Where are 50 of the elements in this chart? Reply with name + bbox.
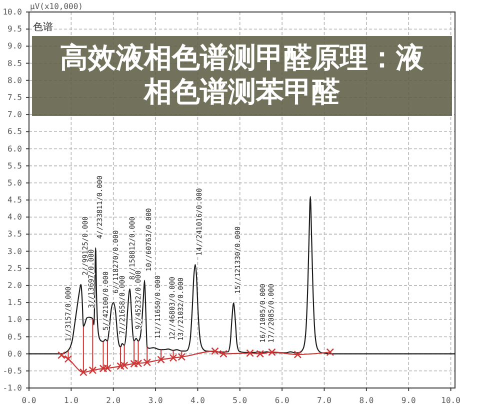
x-tick-label: 4.0 bbox=[190, 396, 206, 405]
point bbox=[268, 348, 276, 356]
point bbox=[294, 350, 302, 358]
y-tick-label: 5.0 bbox=[8, 178, 22, 188]
y-tick-label: 6.5 bbox=[8, 127, 22, 136]
x-tick-label: 0.0 bbox=[22, 396, 36, 405]
y-tick-label: 3.0 bbox=[8, 246, 22, 256]
x-tick-label: 7.0 bbox=[317, 396, 332, 405]
x-tick-label: 8.0 bbox=[359, 396, 374, 405]
y-tick-label: 9.5 bbox=[8, 24, 22, 34]
y-tick-label: 1.5 bbox=[8, 298, 22, 308]
y-tick-label: 7.5 bbox=[8, 93, 22, 102]
y-tick-label: 5.5 bbox=[8, 161, 22, 170]
y-tick-label: 2.5 bbox=[8, 264, 22, 273]
x-tick-label: 3.0 bbox=[148, 396, 163, 405]
point bbox=[88, 366, 97, 374]
x-tick-label: 5.0 bbox=[232, 396, 248, 405]
y-tick-label: 9.0 bbox=[8, 42, 22, 51]
point bbox=[120, 362, 128, 370]
annotation: 色谱 bbox=[33, 21, 53, 33]
y-tick-label: 8.5 bbox=[8, 58, 22, 68]
x-tick-label: 9.0 bbox=[401, 396, 416, 405]
x-tick-label: 1.0 bbox=[64, 396, 79, 405]
y-tick-label: 7.0 bbox=[8, 110, 22, 120]
x-tick-label: 6.0 bbox=[274, 396, 290, 405]
point bbox=[58, 351, 66, 360]
point bbox=[157, 356, 165, 364]
y-tick-label: 3.5 bbox=[8, 230, 22, 239]
point bbox=[64, 355, 72, 363]
x-tick-label: 10.0 bbox=[441, 396, 461, 405]
y-axis-title: μV(x10,000) bbox=[30, 2, 83, 11]
y-tick-label: 0.5 bbox=[8, 332, 22, 342]
point bbox=[80, 368, 88, 376]
x-tick-label: 2.0 bbox=[106, 396, 121, 405]
point bbox=[211, 347, 219, 355]
y-tick-label: -0.5 bbox=[2, 366, 22, 376]
y-tick-label: 0.0 bbox=[8, 349, 22, 358]
point bbox=[326, 348, 334, 356]
y-tick-label: 6.0 bbox=[8, 144, 22, 154]
y-tick-label: 1.0 bbox=[8, 315, 22, 324]
y-tick-label: 2.0 bbox=[8, 281, 22, 290]
y-tick-label: 4.0 bbox=[8, 212, 22, 222]
y-tick-label: 8.0 bbox=[8, 76, 22, 85]
point bbox=[256, 350, 264, 358]
y-tick-label: 4.5 bbox=[8, 196, 22, 205]
text: 高效液相色谱测甲醛原理：液相色谱测苯甲醛 bbox=[60, 41, 425, 108]
point bbox=[220, 350, 228, 358]
point bbox=[246, 349, 254, 358]
y-tick-label: 10.0 bbox=[2, 8, 22, 17]
y-tick-label: -1.0 bbox=[2, 384, 22, 393]
